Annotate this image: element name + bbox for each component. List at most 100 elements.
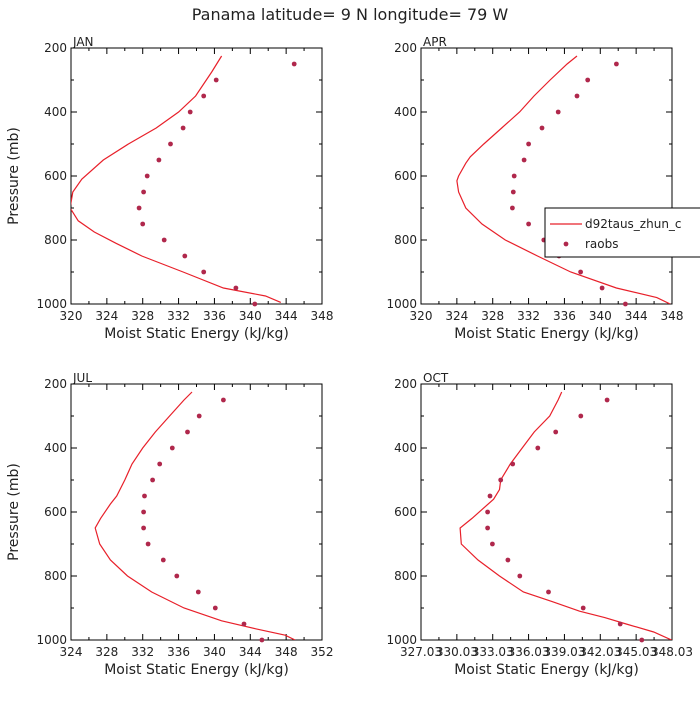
raobs-point [555, 109, 561, 115]
y-tick-label: 800 [394, 233, 417, 247]
x-tick-label: 333.03 [472, 645, 514, 659]
x-tick-label: 340 [203, 645, 226, 659]
raobs-point [614, 61, 619, 67]
raobs-point [145, 541, 151, 547]
raobs-point [144, 173, 150, 179]
raobs-point [221, 397, 226, 403]
raobs-point [160, 557, 166, 563]
raobs-point [539, 125, 545, 131]
y-tick-label: 600 [394, 505, 417, 519]
x-tick-label: 320 [60, 309, 83, 323]
x-tick-label: 340 [239, 309, 262, 323]
x-tick-label: 348 [661, 309, 684, 323]
raobs-point [212, 605, 218, 611]
panel-apr: APR 320 324 328 332 336 340 344 348 200 400 600 800 1… [386, 35, 700, 342]
raobs-point [526, 221, 531, 227]
raobs-point [546, 589, 551, 595]
raobs-point [526, 141, 531, 147]
y-axis-label: Pressure (mb) [6, 463, 22, 561]
x-tick-label: 332 [167, 309, 190, 323]
x-tick-label: 348.03 [651, 645, 693, 659]
raobs-point [517, 573, 523, 579]
raobs-point [510, 189, 516, 195]
y-tick-label: 400 [394, 441, 417, 455]
x-tick-label: 340 [589, 309, 612, 323]
raobs-point [521, 157, 527, 163]
y-tick-label: 400 [44, 105, 67, 119]
panel-jan: JAN 320 324 328 332 336 340 344 348 200 400 600 800 1… [6, 35, 333, 342]
plot-frame [70, 383, 323, 641]
plot-frame [420, 383, 673, 641]
raobs-point [168, 141, 173, 147]
y-axis-label: Pressure (mb) [6, 127, 22, 225]
x-axis-label: Moist Static Energy (kJ/kg) [454, 326, 639, 342]
x-tick-label: 352 [311, 645, 334, 659]
x-tick-label: 327.03 [400, 645, 442, 659]
raobs-point [580, 605, 586, 611]
raobs-point [169, 445, 175, 451]
raobs-point [498, 477, 504, 483]
raobs-point [585, 77, 591, 83]
x-tick-label: 328 [131, 309, 154, 323]
raobs-point [140, 221, 146, 227]
x-tick-label: 344 [239, 645, 262, 659]
raobs-point [485, 525, 490, 531]
x-tick-label: 332 [131, 645, 154, 659]
x-tick-label: 336 [167, 645, 190, 659]
x-tick-label: 330.03 [436, 645, 478, 659]
x-tick-label: 345.03 [615, 645, 657, 659]
raobs-point [136, 205, 142, 211]
y-tick-label: 800 [44, 233, 67, 247]
raobs-point [252, 301, 258, 307]
x-tick-label: 336 [203, 309, 226, 323]
raobs-point [511, 173, 517, 179]
model-profile-line [459, 391, 672, 640]
panels: JAN 320 324 328 332 336 340 344 348 200 400 600 800 1… [6, 35, 700, 678]
raobs-point [490, 541, 495, 547]
x-axis-label: Moist Static Energy (kJ/kg) [104, 662, 289, 678]
raobs-point [201, 93, 207, 99]
x-tick-label: 344 [625, 309, 648, 323]
plot-frame [70, 47, 323, 305]
y-tick-label: 400 [44, 441, 67, 455]
raobs-point [259, 637, 265, 643]
raobs-point [535, 445, 541, 451]
raobs-point [213, 77, 219, 83]
raobs-point [291, 61, 297, 67]
y-tick-label: 200 [394, 377, 417, 391]
raobs-point [201, 269, 207, 275]
raobs-point [623, 301, 628, 307]
raobs-point [553, 429, 559, 435]
raobs-point [196, 413, 202, 419]
raobs-point [180, 125, 186, 131]
panel-jul: JUL 324 328 332 336 340 344 348 352 200 400 600 800 1… [6, 371, 333, 678]
x-tick-label: 339.03 [543, 645, 585, 659]
y-tick-label: 200 [394, 41, 417, 55]
raobs-point [599, 285, 605, 291]
x-axis-label: Moist Static Energy (kJ/kg) [454, 662, 639, 678]
raobs-point [241, 621, 247, 627]
raobs-point [185, 429, 190, 435]
raobs-point [142, 493, 147, 499]
model-profile-line [71, 55, 282, 303]
raobs-point [150, 477, 156, 483]
x-tick-label: 336.03 [508, 645, 550, 659]
raobs-point [156, 157, 162, 163]
raobs-point [141, 189, 147, 195]
panel-title: JUL [72, 371, 92, 385]
raobs-point [505, 557, 511, 563]
raobs-point [141, 509, 147, 515]
raobs-point [574, 93, 580, 99]
panel-title: OCT [423, 371, 449, 385]
model-profile-line [94, 391, 296, 640]
raobs-point [639, 637, 645, 643]
y-tick-label: 800 [394, 569, 417, 583]
x-tick-label: 336 [553, 309, 576, 323]
y-tick-label: 1000 [386, 633, 417, 647]
x-tick-label: 324 [60, 645, 83, 659]
raobs-point [141, 525, 147, 531]
x-axis-label: Moist Static Energy (kJ/kg) [104, 326, 289, 342]
legend-model-label: d92taus_zhun_c [585, 217, 682, 231]
raobs-point [195, 589, 201, 595]
